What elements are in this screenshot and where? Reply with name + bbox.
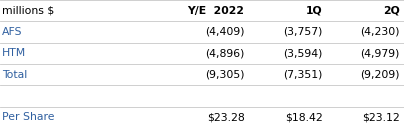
Text: Per Share: Per Share (2, 112, 55, 122)
Text: (9,209): (9,209) (360, 70, 400, 80)
Text: millions $: millions $ (2, 6, 54, 16)
Text: HTM: HTM (2, 48, 26, 58)
Text: (3,594): (3,594) (283, 48, 322, 58)
Text: $23.12: $23.12 (362, 112, 400, 122)
Text: Total: Total (2, 70, 27, 80)
Text: AFS: AFS (2, 27, 23, 37)
Text: (4,230): (4,230) (360, 27, 400, 37)
Text: 1Q: 1Q (306, 6, 322, 16)
Text: (4,979): (4,979) (361, 48, 400, 58)
Text: (4,896): (4,896) (205, 48, 244, 58)
Text: 2Q: 2Q (383, 6, 400, 16)
Text: (3,757): (3,757) (283, 27, 322, 37)
Text: $18.42: $18.42 (285, 112, 322, 122)
Text: $23.28: $23.28 (207, 112, 244, 122)
Text: (4,409): (4,409) (205, 27, 244, 37)
Text: Y/E  2022: Y/E 2022 (187, 6, 244, 16)
Text: (9,305): (9,305) (205, 70, 244, 80)
Text: (7,351): (7,351) (283, 70, 322, 80)
